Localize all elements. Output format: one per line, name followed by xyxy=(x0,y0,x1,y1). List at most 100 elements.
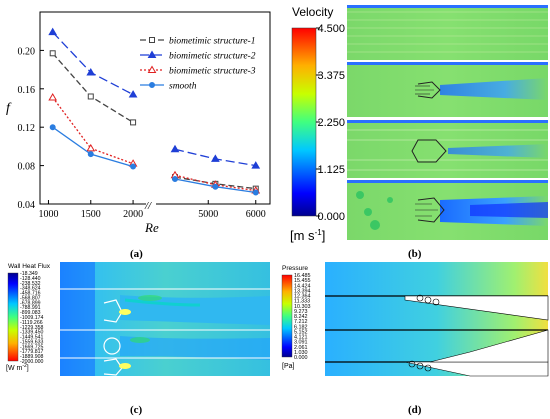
data-point xyxy=(130,119,137,126)
velocity-tick-label: 2.250 xyxy=(317,117,345,129)
heatflux-tick-label: -678.899 xyxy=(20,300,41,306)
heatflux-tick-label: -1119.266 xyxy=(20,320,43,326)
heatflux-tick-labels: -18.349-128.440-238.532-348.624-458.716-… xyxy=(20,271,43,365)
pressure-colorbar xyxy=(281,274,293,358)
heatflux-tick-label: -1229.358 xyxy=(20,325,43,331)
hexagon-structure-icon xyxy=(411,139,447,163)
data-point xyxy=(170,144,180,153)
friction-factor-chart: // 0.04 0.08 0.12 0.16 0.20 1000 1500 2000 5000… xyxy=(6,11,271,235)
y-tick-label: 0.20 xyxy=(18,46,36,57)
series-3 xyxy=(48,92,261,194)
heatflux-tick-label: -2000.000 xyxy=(20,359,43,365)
data-point xyxy=(252,189,259,196)
x-tick-label: 1500 xyxy=(81,209,101,220)
legend-marker xyxy=(149,37,155,43)
data-point xyxy=(48,27,58,36)
series-line xyxy=(52,126,134,168)
heatflux-tick-label: -18.349 xyxy=(20,271,38,277)
legend-label: smooth xyxy=(169,82,197,92)
data-point xyxy=(251,161,261,169)
data-point xyxy=(49,50,56,57)
x-tick-label: 1000 xyxy=(38,209,58,220)
velocity-channel-3 xyxy=(347,120,548,178)
x-axis: 1000 1500 2000 5000 6000 xyxy=(38,200,266,220)
legend-label: biomimetic structure-2 xyxy=(169,52,256,62)
y-tick-label: 0.12 xyxy=(18,123,36,134)
heatflux-colorbar xyxy=(7,272,19,362)
series-line xyxy=(52,52,134,123)
series-layer xyxy=(48,27,261,196)
series-line xyxy=(52,97,134,165)
heatflux-tick-label: -1339.450 xyxy=(20,330,43,336)
legend-marker xyxy=(147,50,157,58)
structure-outline-c2 xyxy=(103,337,121,355)
legend-marker xyxy=(149,82,155,88)
heatflux-tick-label: -1009.174 xyxy=(20,315,43,321)
heatflux-unit: [W m-2] xyxy=(6,363,29,372)
heatflux-tick-label: -788.991 xyxy=(20,305,41,311)
heatflux-map xyxy=(60,262,270,376)
pressure-tick-label: 14.424 xyxy=(294,283,311,289)
data-point xyxy=(211,154,220,162)
heatflux-title: Wall Heat Flux xyxy=(8,263,51,270)
wedge-structure-3 xyxy=(429,329,549,363)
heatflux-tick-label: -1559.633 xyxy=(20,339,43,345)
pressure-tick-label: 13.394 xyxy=(294,288,311,294)
velocity-tick-label: 1.125 xyxy=(317,164,345,176)
x-tick-label: 2000 xyxy=(123,209,143,220)
pressure-tick-label: 5.152 xyxy=(294,329,308,335)
legend-label: biomimetic structure-3 xyxy=(169,67,256,77)
pressure-tick-label: 6.182 xyxy=(294,324,308,330)
chart-legend: biometimic structure-1 biomimetic structu… xyxy=(140,37,256,92)
y-tick-label: 0.04 xyxy=(18,200,36,211)
velocity-title: Velocity xyxy=(292,5,333,19)
y-axis-label: f xyxy=(6,101,12,116)
data-point xyxy=(86,67,96,76)
pressure-tick-label: 12.364 xyxy=(294,294,311,300)
axis-break-mark: // xyxy=(144,200,152,212)
series-4 xyxy=(49,124,259,196)
pressure-unit: [Pa] xyxy=(282,363,295,370)
data-point xyxy=(128,90,138,98)
data-point xyxy=(48,92,58,101)
x-tick-label: 5000 xyxy=(198,209,218,220)
panel-label-b: (b) xyxy=(408,248,422,260)
pressure-map xyxy=(325,262,549,377)
y-axis: 0.04 0.08 0.12 0.16 0.20 xyxy=(18,46,44,211)
heatflux-tick-label: -1669.725 xyxy=(20,344,43,350)
data-point xyxy=(49,124,56,131)
heatflux-tick-label: -1449.541 xyxy=(20,335,43,341)
legend-label: biometimic structure-1 xyxy=(169,37,255,47)
heatflux-tick-label: -458.716 xyxy=(20,291,41,297)
heatflux-tick-label: -238.532 xyxy=(20,281,41,287)
pressure-tick-label: 0.000 xyxy=(294,355,308,361)
heat-flux-panel: Wall Heat Flux -18.349-128.440-238.532-3… xyxy=(6,262,270,376)
pressure-tick-label: 10.303 xyxy=(294,304,311,310)
axis-break-gap xyxy=(146,198,156,210)
x-tick-label: 6000 xyxy=(246,209,266,220)
pressure-tick-label: 8.242 xyxy=(294,314,308,320)
data-point xyxy=(87,151,94,158)
y-tick-label: 0.08 xyxy=(18,162,36,173)
panel-label-d: (d) xyxy=(408,404,422,416)
velocity-tick-label: 4.500 xyxy=(317,23,345,35)
velocity-tick-label: 3.375 xyxy=(317,70,345,82)
data-point xyxy=(86,143,96,152)
pressure-tick-label: 16.485 xyxy=(294,273,311,279)
heatflux-tick-label: -899.083 xyxy=(20,310,41,316)
velocity-contour-panel: Velocity 4.500 3.375 2.250 1.125 0.000 [m s-… xyxy=(290,5,548,243)
pressure-title: Pressure xyxy=(282,265,308,272)
velocity-tick-label: 0.000 xyxy=(317,211,345,223)
data-point xyxy=(172,176,178,183)
velocity-channel-4 xyxy=(347,180,548,240)
heatflux-tick-label: -1889.908 xyxy=(20,354,43,360)
series-2 xyxy=(48,27,261,169)
velocity-channel-2 xyxy=(347,62,548,117)
legend-marker xyxy=(147,65,157,73)
fin-structure-icon xyxy=(417,81,441,99)
data-point xyxy=(212,183,219,190)
heatflux-tick-label: -568.807 xyxy=(20,295,41,301)
velocity-colorbar xyxy=(291,27,317,217)
velocity-tick-labels: 4.500 3.375 2.250 1.125 0.000 xyxy=(316,23,345,223)
